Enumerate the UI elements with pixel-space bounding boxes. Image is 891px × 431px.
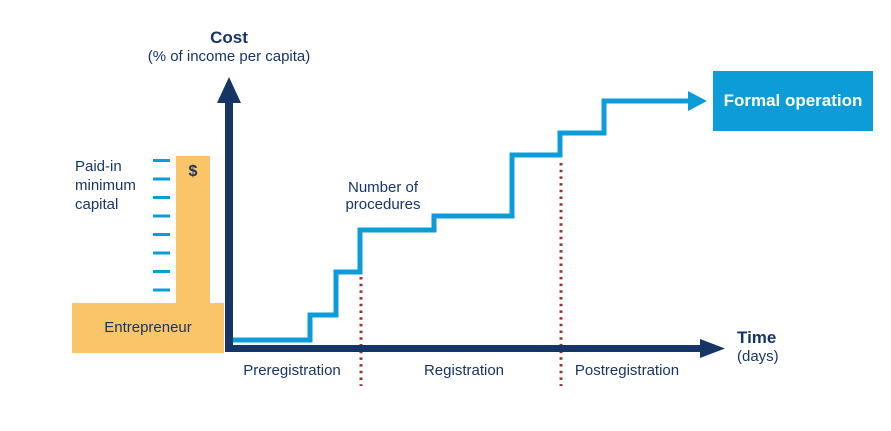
y-axis-line	[225, 100, 233, 352]
staircase-line	[228, 98, 690, 343]
y-axis-arrowhead-icon	[217, 77, 241, 103]
x-axis-subtitle: (days)	[737, 348, 779, 365]
number-of-procedures-label: Number of procedures	[345, 179, 421, 213]
capital-bar	[176, 156, 210, 306]
entrepreneur-label: Entrepreneur	[104, 319, 192, 336]
staircase-arrowhead-icon	[688, 91, 707, 111]
formal-operation-box: Formal operation	[713, 71, 873, 131]
y-axis-subtitle: (% of income per capita)	[147, 48, 311, 65]
entrepreneur-box	[72, 303, 224, 353]
x-axis-line	[225, 345, 702, 352]
x-axis-arrowhead-icon	[700, 339, 725, 358]
dollar-sign-icon: $	[188, 163, 198, 180]
phase-label-registration: Registration	[423, 362, 505, 379]
phase-label-postregistration: Postregistration	[574, 362, 680, 379]
y-axis-title: Cost	[210, 28, 248, 47]
formal-operation-label: Formal operation	[723, 91, 863, 110]
x-axis-title: Time	[737, 328, 777, 347]
phase-label-preregistration: Preregistration	[243, 362, 341, 379]
paid-in-minimum-capital-label: Paid-in minimum capital	[75, 158, 136, 213]
capital-ticks	[153, 159, 170, 292]
